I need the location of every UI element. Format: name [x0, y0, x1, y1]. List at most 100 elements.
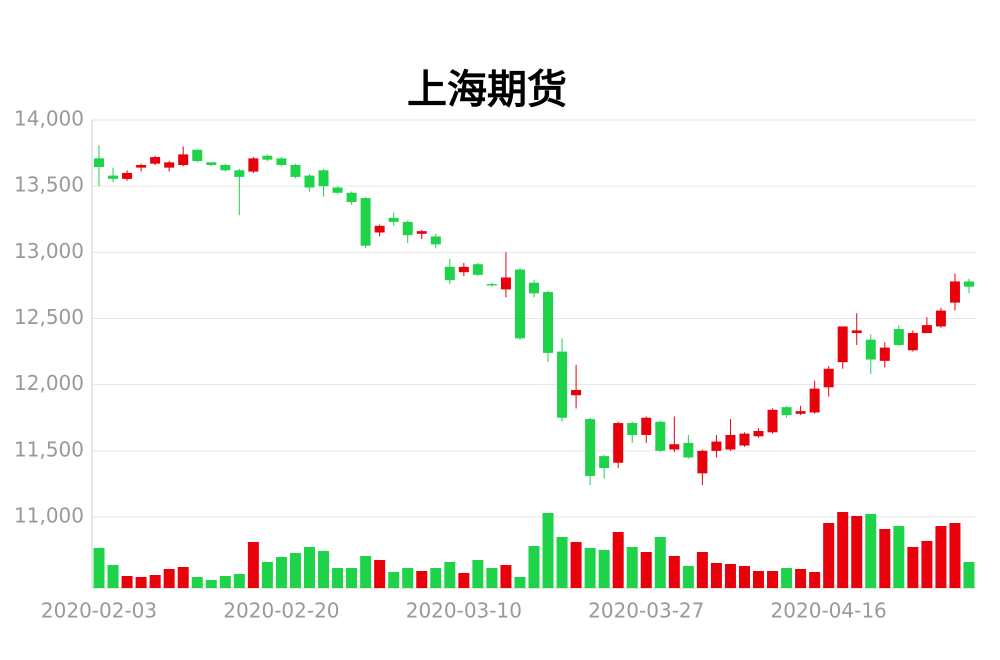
volume-bar — [247, 542, 259, 588]
candle-body — [907, 333, 918, 351]
volume-bar — [318, 551, 330, 588]
candle-body — [795, 411, 806, 414]
candle-body — [248, 158, 259, 172]
y-tick-label: 13,500 — [14, 173, 84, 197]
volume-bar — [682, 566, 694, 588]
volume-bar — [275, 557, 287, 588]
candle-body — [725, 434, 736, 450]
candle-body — [865, 339, 876, 360]
volume-bar — [374, 560, 386, 588]
x-tick-label: 2020-04-16 — [771, 599, 887, 623]
volume-bar — [107, 565, 119, 588]
candle-body — [571, 389, 582, 396]
volume-bar — [542, 513, 554, 588]
volume-bar — [289, 553, 301, 588]
candle-body — [767, 409, 778, 433]
candle-body — [304, 175, 315, 188]
volume-bar — [556, 537, 568, 588]
volume-bar — [696, 552, 708, 588]
candle-body — [290, 164, 301, 177]
x-tick-label: 2020-03-10 — [406, 599, 522, 623]
volume-bar — [879, 529, 891, 588]
volume-bar — [458, 573, 470, 588]
candle-body — [346, 192, 357, 203]
y-tick-label: 11,000 — [14, 504, 84, 528]
volume-bar — [332, 568, 344, 588]
candle-body — [655, 421, 666, 451]
candle-body — [935, 310, 946, 327]
volume-bar — [486, 568, 498, 588]
candle-body — [94, 158, 105, 167]
candle-body — [332, 187, 343, 193]
volume-bar — [205, 580, 217, 588]
volume-bar — [219, 576, 231, 588]
candle-body — [809, 388, 820, 413]
volume-bar — [233, 574, 245, 588]
volume-bar — [949, 523, 961, 588]
y-tick-label: 14,000 — [14, 107, 84, 131]
volume-bar — [795, 569, 807, 588]
volume-bar — [963, 562, 975, 588]
candle-body — [697, 450, 708, 474]
candle-body — [388, 217, 399, 222]
candle-body — [500, 277, 511, 290]
candle-body — [220, 164, 231, 171]
candle-body — [444, 266, 455, 281]
x-tick-label: 2020-03-27 — [588, 599, 704, 623]
y-tick-label: 13,000 — [14, 239, 84, 263]
candle-body — [683, 442, 694, 458]
volume-bar — [738, 566, 750, 588]
candle-body — [711, 441, 722, 451]
candle-body — [458, 266, 469, 273]
volume-bar — [640, 552, 652, 588]
volume-bar — [163, 569, 175, 588]
candle-body — [627, 423, 638, 435]
y-tick-label: 12,500 — [14, 305, 84, 329]
volume-bar — [865, 514, 877, 588]
volume-bar — [598, 550, 610, 588]
volume-bar — [893, 526, 905, 588]
candle-body — [949, 281, 960, 303]
candle-body — [893, 329, 904, 345]
volume-bar — [149, 575, 161, 588]
volume-bar — [472, 560, 484, 588]
candle-body — [781, 407, 792, 416]
volume-bar — [724, 564, 736, 588]
candle-body — [529, 282, 539, 294]
volume-bar — [570, 542, 582, 588]
candle-body — [192, 149, 203, 162]
volume-bar — [500, 565, 512, 588]
volume-bar — [753, 571, 765, 588]
candle-body — [753, 430, 764, 437]
candle-body — [641, 417, 652, 435]
x-tick-label: 2020-02-20 — [223, 599, 339, 623]
y-tick-label: 12,000 — [14, 371, 84, 395]
candle-body — [360, 198, 371, 246]
chart-title: 上海期货 — [407, 67, 567, 113]
candle-body — [416, 231, 427, 234]
volume-bar — [360, 556, 372, 588]
candle-body — [514, 269, 525, 339]
volume-bar — [121, 576, 133, 588]
x-tick-label: 2020-02-03 — [41, 599, 157, 623]
candle-body — [164, 162, 175, 168]
volume-bar — [416, 571, 428, 588]
candle-body — [599, 456, 610, 469]
candle-body — [585, 419, 596, 476]
volume-bar — [921, 541, 933, 588]
volume-bar — [837, 512, 849, 588]
candle-body — [543, 292, 554, 353]
candle-body — [108, 175, 119, 179]
candle-body — [613, 423, 624, 463]
candle-body — [206, 162, 217, 165]
candle-body — [486, 284, 497, 286]
volume-bar — [191, 577, 203, 588]
volume-bar — [261, 562, 273, 588]
candle-body — [557, 351, 568, 418]
volume-bar — [177, 567, 189, 588]
volume-bar — [93, 548, 105, 588]
candle-body — [837, 326, 848, 363]
volume-bar — [528, 546, 540, 588]
volume-bar — [710, 563, 722, 588]
